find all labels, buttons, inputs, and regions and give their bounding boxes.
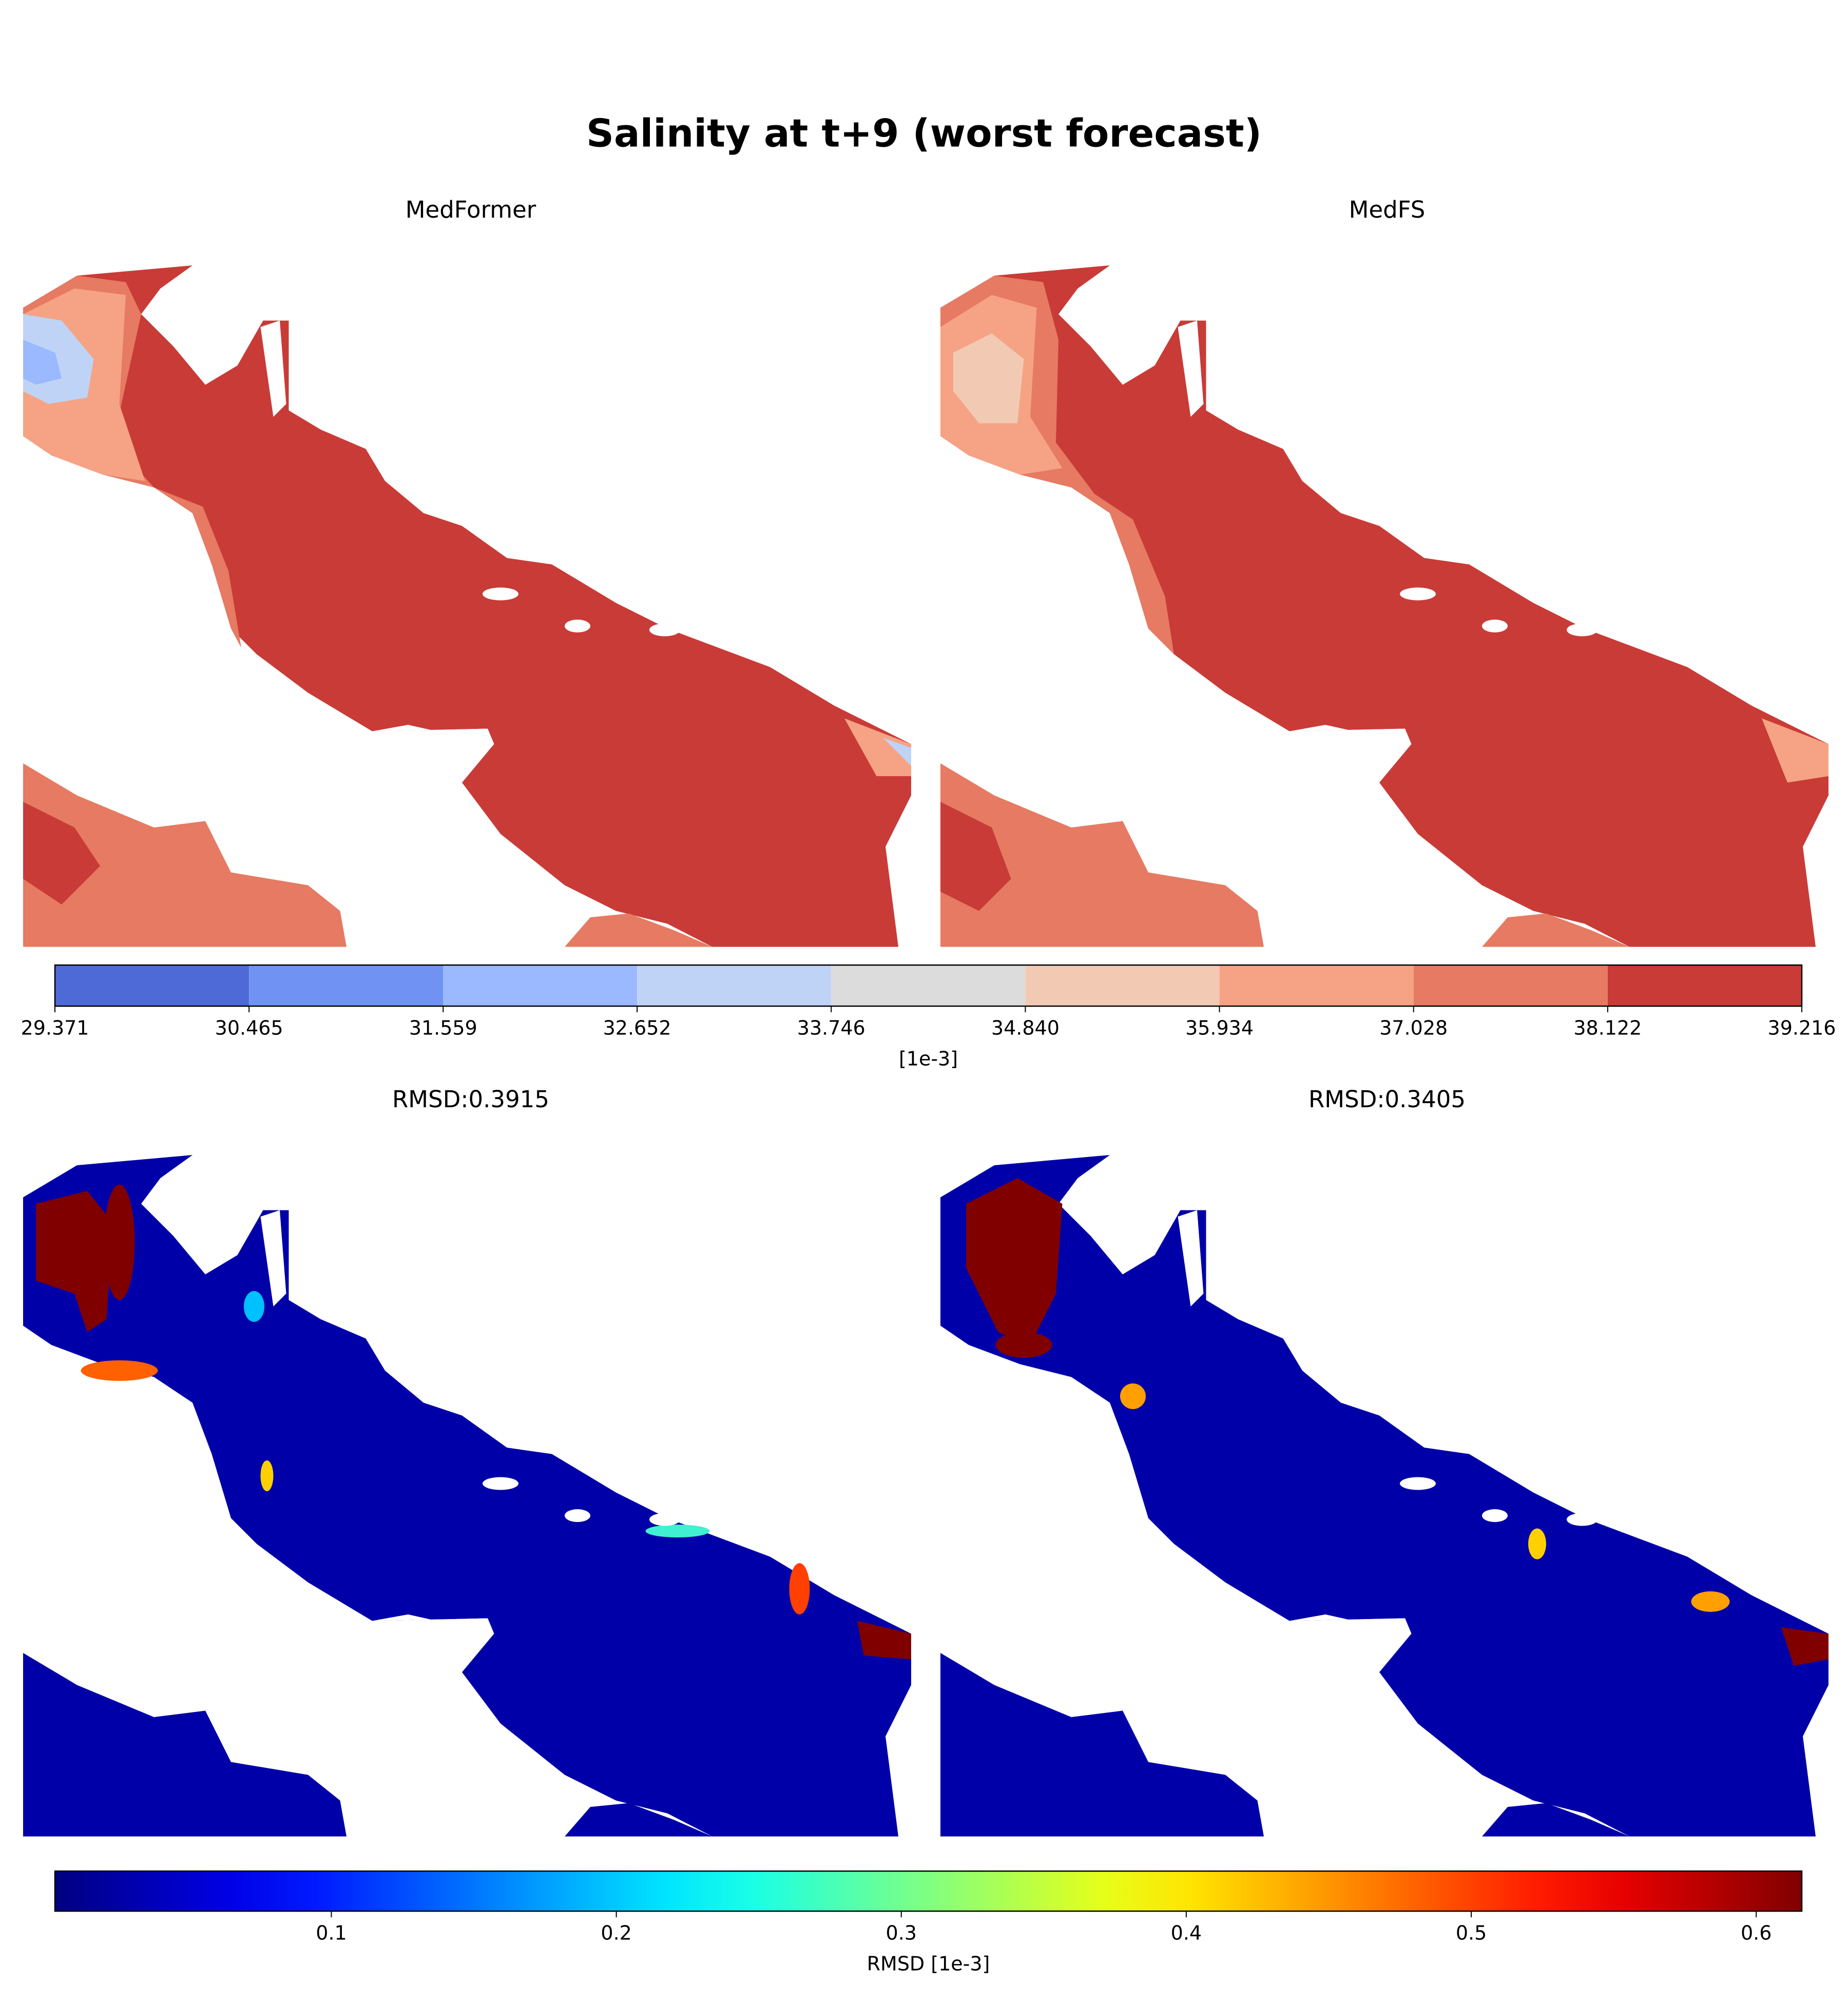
tick-label: 29.371 [21,1017,89,1040]
tick-label: 33.746 [797,1017,865,1040]
suptitle: Salinity at t+9 (worst forecast) [586,111,1262,156]
colorbar-label: RMSD [1e-3] [867,1953,990,1975]
colorbar-bin [249,965,444,1006]
tick-label: 38.122 [1573,1017,1642,1040]
tick-label: 37.028 [1379,1017,1448,1040]
tick-label: 0.2 [601,1922,631,1945]
colorbar-bin [1219,965,1414,1006]
colorbar-frame [54,1870,1803,1912]
subplot-title: RMSD:0.3405 [1308,1086,1466,1113]
map-panel [940,1155,1828,1837]
subplot-title: MedFormer [406,196,536,223]
map-panel [23,265,911,947]
tick-label: 32.652 [603,1017,671,1040]
tick-label: 30.465 [215,1017,283,1040]
colorbar-label: [1e-3] [899,1048,958,1070]
colorbar-bin [831,965,1026,1006]
map-panel [940,265,1828,947]
colorbar-bin [55,965,249,1006]
tick-label: 39.216 [1768,1017,1836,1040]
tick-label: 0.5 [1456,1922,1487,1945]
tick-label: 31.559 [409,1017,477,1040]
tick-label: 0.3 [886,1922,917,1945]
subplot-title: RMSD:0.3915 [392,1086,549,1113]
map-panel [23,1155,911,1837]
colorbar-gradient [55,1871,1802,1911]
subplot-title: MedFS [1349,196,1426,223]
tick-label: 34.840 [991,1017,1060,1040]
colorbar-bin [1607,965,1802,1006]
tick-label: 35.934 [1185,1017,1254,1040]
colorbar-bin [1025,965,1220,1006]
colorbar-bin [443,965,638,1006]
tick-label: 0.6 [1741,1922,1772,1945]
tick-label: 0.1 [316,1922,346,1945]
tick-label: 0.4 [1171,1922,1202,1945]
colorbar-bin [1413,965,1608,1006]
colorbar-bin [637,965,832,1006]
colorbar-frame [54,964,1803,1007]
